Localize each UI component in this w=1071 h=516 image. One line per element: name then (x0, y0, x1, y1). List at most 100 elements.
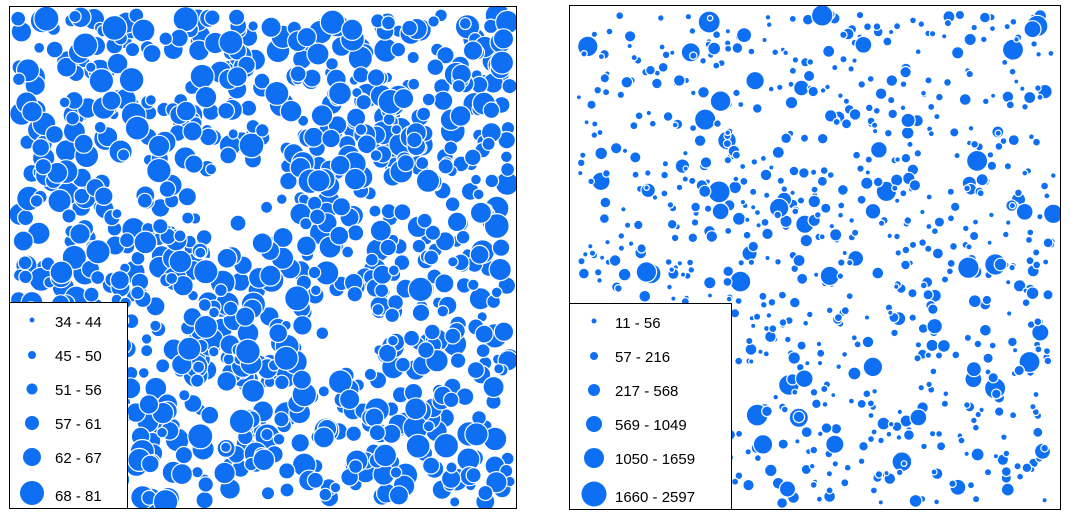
map-symbol (963, 184, 972, 193)
map-symbol (847, 397, 855, 405)
map-symbol (423, 249, 440, 266)
legend-label: 57 - 61 (55, 416, 102, 433)
map-symbol (466, 361, 485, 380)
map-symbol (1032, 426, 1044, 438)
map-symbol (946, 187, 955, 196)
map-symbol (887, 28, 895, 36)
map-symbol (974, 410, 983, 419)
map-symbol (208, 345, 220, 358)
map-symbol (317, 385, 330, 398)
map-symbol (433, 90, 454, 112)
map-panel-left: 34 - 44 45 - 50 51 - 56 57 - 61 62 - 67 … (9, 6, 517, 509)
map-symbol (993, 406, 1005, 417)
map-symbol (200, 405, 220, 425)
map-symbol (273, 345, 299, 371)
map-symbol (1013, 36, 1020, 43)
map-symbol (1047, 49, 1055, 58)
map-symbol (142, 43, 162, 64)
map-symbol (928, 29, 937, 38)
map-symbol (462, 40, 484, 61)
legend-symbol (588, 384, 600, 396)
map-symbol (609, 141, 623, 155)
map-symbol (908, 493, 923, 508)
map-symbol (758, 291, 768, 301)
map-symbol (815, 495, 823, 503)
map-symbol (979, 35, 988, 44)
map-symbol (255, 123, 270, 138)
map-symbol (809, 480, 818, 489)
map-symbol (867, 435, 876, 444)
map-symbol (638, 289, 652, 303)
map-symbol (1018, 350, 1041, 374)
map-symbol (807, 194, 822, 209)
map-symbol (926, 317, 943, 335)
map-symbol (444, 327, 462, 345)
map-symbol (819, 86, 827, 94)
map-symbol (598, 213, 610, 225)
map-symbol (623, 221, 632, 229)
map-symbol (840, 478, 850, 488)
map-symbol (675, 183, 684, 192)
map-symbol (780, 185, 789, 194)
map-symbol (830, 392, 837, 399)
map-symbol (895, 434, 903, 441)
legend-symbol (26, 383, 38, 395)
map-symbol (799, 233, 814, 248)
map-symbol (278, 462, 296, 480)
legend-label: 45 - 50 (55, 348, 102, 365)
map-symbol (660, 170, 669, 180)
map-symbol (703, 204, 713, 214)
map-symbol (722, 276, 733, 287)
map-symbol (699, 56, 708, 65)
map-symbol (833, 313, 843, 323)
map-symbol (152, 488, 179, 508)
map-symbol (474, 324, 494, 344)
map-symbol (864, 169, 871, 176)
map-symbol (442, 391, 460, 409)
map-symbol (934, 351, 944, 360)
map-symbol (883, 469, 890, 477)
map-symbol (1042, 237, 1054, 249)
map-symbol (1013, 78, 1020, 85)
map-symbol (759, 300, 768, 309)
map-symbol (988, 25, 997, 33)
map-symbol (1021, 462, 1033, 474)
map-symbol (777, 438, 789, 450)
map-symbol (671, 121, 679, 129)
map-symbol (321, 128, 341, 149)
map-symbol (368, 204, 382, 218)
map-symbol (259, 264, 282, 287)
map-symbol (449, 105, 472, 127)
map-symbol (847, 65, 855, 73)
map-symbol (887, 95, 896, 105)
map-symbol (101, 14, 128, 41)
map-symbol (631, 170, 640, 179)
map-symbol (825, 486, 834, 495)
map-symbol (590, 30, 599, 39)
map-symbol (577, 267, 590, 280)
map-symbol (416, 212, 433, 229)
map-symbol (853, 340, 862, 349)
map-symbol (501, 77, 516, 95)
map-symbol (840, 118, 853, 130)
map-symbol (739, 162, 747, 171)
map-symbol (34, 157, 52, 176)
map-symbol (887, 108, 899, 120)
map-symbol (855, 10, 865, 20)
map-symbol (601, 88, 611, 97)
map-symbol (747, 258, 756, 267)
map-symbol (437, 158, 454, 175)
map-symbol (1005, 279, 1012, 286)
map-symbol (12, 230, 34, 252)
map-symbol (890, 173, 904, 187)
map-symbol (929, 367, 938, 376)
map-symbol (818, 233, 826, 241)
map-symbol (697, 85, 710, 99)
map-symbol (940, 32, 948, 40)
map-symbol (218, 29, 244, 55)
map-symbol (931, 247, 944, 260)
map-symbol (832, 117, 841, 127)
map-symbol (346, 285, 364, 303)
map-symbol (925, 380, 933, 389)
map-symbol (917, 383, 926, 392)
